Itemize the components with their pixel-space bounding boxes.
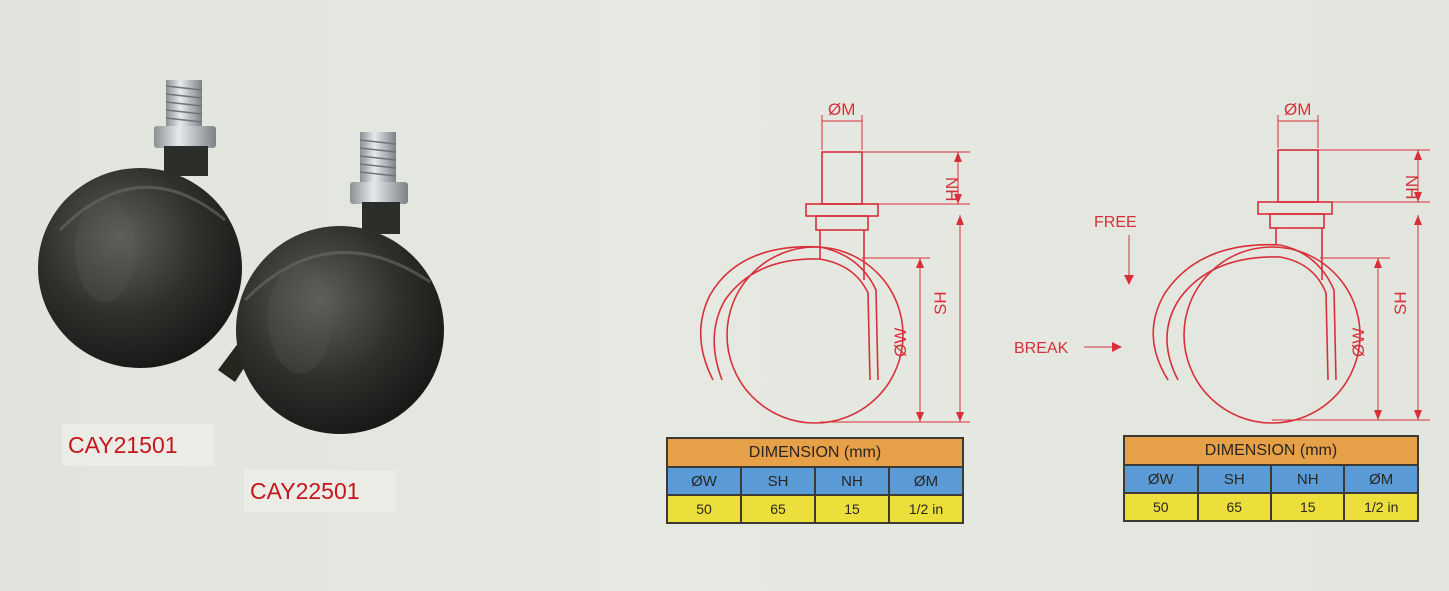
header-wheel-diameter: ØW [666, 466, 742, 496]
header-swivel-height: SH [1196, 464, 1272, 494]
label-stem-diameter: ØM [1284, 100, 1311, 119]
table-title: DIMENSION (mm) [1123, 435, 1419, 466]
label-break: BREAK [1014, 340, 1069, 357]
caster-photo-cay21501 [38, 80, 242, 368]
header-swivel-height: SH [740, 466, 816, 496]
model-label-1: CAY21501 [62, 424, 214, 466]
label-swivel-height: SH [931, 291, 950, 315]
table-title: DIMENSION (mm) [666, 437, 964, 468]
value-stem-diameter: 1/2 in [888, 494, 964, 524]
model-label-2: CAY22501 [244, 470, 396, 512]
technical-drawing-2: ØM NH SH ØW FREE BREAK [1014, 100, 1430, 424]
hex-nut-icon [350, 182, 408, 204]
value-swivel-height: 65 [740, 494, 816, 524]
hex-nut-icon [154, 126, 216, 148]
value-neck-height: 15 [814, 494, 890, 524]
value-neck-height: 15 [1269, 492, 1346, 522]
product-photos [38, 80, 444, 434]
header-neck-height: NH [1269, 464, 1346, 494]
value-wheel-diameter: 50 [1123, 492, 1199, 522]
label-swivel-height: SH [1391, 291, 1410, 315]
header-stem-diameter: ØM [888, 466, 964, 496]
label-wheel-diameter: ØW [1349, 328, 1368, 357]
header-stem-diameter: ØM [1343, 464, 1419, 494]
label-wheel-diameter: ØW [891, 328, 910, 357]
value-stem-diameter: 1/2 in [1343, 492, 1419, 522]
value-swivel-height: 65 [1196, 492, 1272, 522]
label-neck-height: NH [1402, 175, 1421, 200]
label-free: FREE [1094, 214, 1137, 231]
header-wheel-diameter: ØW [1123, 464, 1199, 494]
value-wheel-diameter: 50 [666, 494, 742, 524]
dimension-table-1: DIMENSION (mm) ØW SH NH ØM 50 65 15 1/2 … [666, 437, 964, 524]
label-stem-diameter: ØM [828, 100, 855, 119]
technical-drawing-1: ØM NH SH ØW [699, 100, 970, 424]
caster-photo-cay22501 [218, 132, 444, 434]
label-neck-height: NH [942, 177, 961, 202]
dimension-table-2: DIMENSION (mm) ØW SH NH ØM 50 65 15 1/2 … [1123, 435, 1419, 522]
wheel-icon [236, 226, 444, 434]
header-neck-height: NH [814, 466, 890, 496]
wheel-icon [38, 168, 242, 368]
